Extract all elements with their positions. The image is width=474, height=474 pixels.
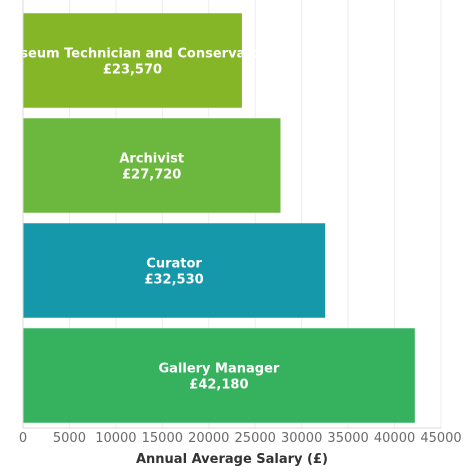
x-tick-label-20000: 20000 bbox=[188, 431, 229, 446]
bar-category-label-museum-technician-and-conservator: Museum Technician and Conservator bbox=[0, 47, 267, 62]
x-tick-label-45000: 45000 bbox=[420, 431, 461, 446]
bar-value-label-archivist: £27,720 bbox=[122, 168, 181, 183]
x-tick-label-10000: 10000 bbox=[95, 431, 136, 446]
bar-labels: Museum Technician and Conservator£23,570… bbox=[0, 47, 280, 393]
x-axis-title: Annual Average Salary (£) bbox=[136, 452, 328, 467]
bar-value-label-curator: £32,530 bbox=[144, 273, 203, 288]
x-tick-label-40000: 40000 bbox=[374, 431, 415, 446]
x-tick-label-5000: 5000 bbox=[53, 431, 86, 446]
bars bbox=[23, 13, 415, 423]
bar-value-label-museum-technician-and-conservator: £23,570 bbox=[103, 63, 162, 78]
x-axis-ticks: 0 5000 10000 15000 20000 25000 30000 35000 40000… bbox=[19, 431, 462, 446]
x-tick-label-0: 0 bbox=[19, 431, 27, 446]
bar-value-label-gallery-manager: £42,180 bbox=[189, 378, 248, 393]
bar-archivist bbox=[23, 118, 281, 213]
x-tick-label-25000: 25000 bbox=[235, 431, 276, 446]
bar-category-label-gallery-manager: Gallery Manager bbox=[158, 362, 279, 377]
x-tick-label-35000: 35000 bbox=[327, 431, 368, 446]
x-tick-label-30000: 30000 bbox=[281, 431, 322, 446]
bar-gallery-manager bbox=[23, 328, 415, 423]
x-tick-label-15000: 15000 bbox=[142, 431, 183, 446]
bar-category-label-curator: Curator bbox=[146, 257, 202, 272]
bar-museum-technician-and-conservator bbox=[23, 13, 242, 108]
bar-curator bbox=[23, 223, 326, 318]
bar-category-label-archivist: Archivist bbox=[119, 152, 184, 167]
